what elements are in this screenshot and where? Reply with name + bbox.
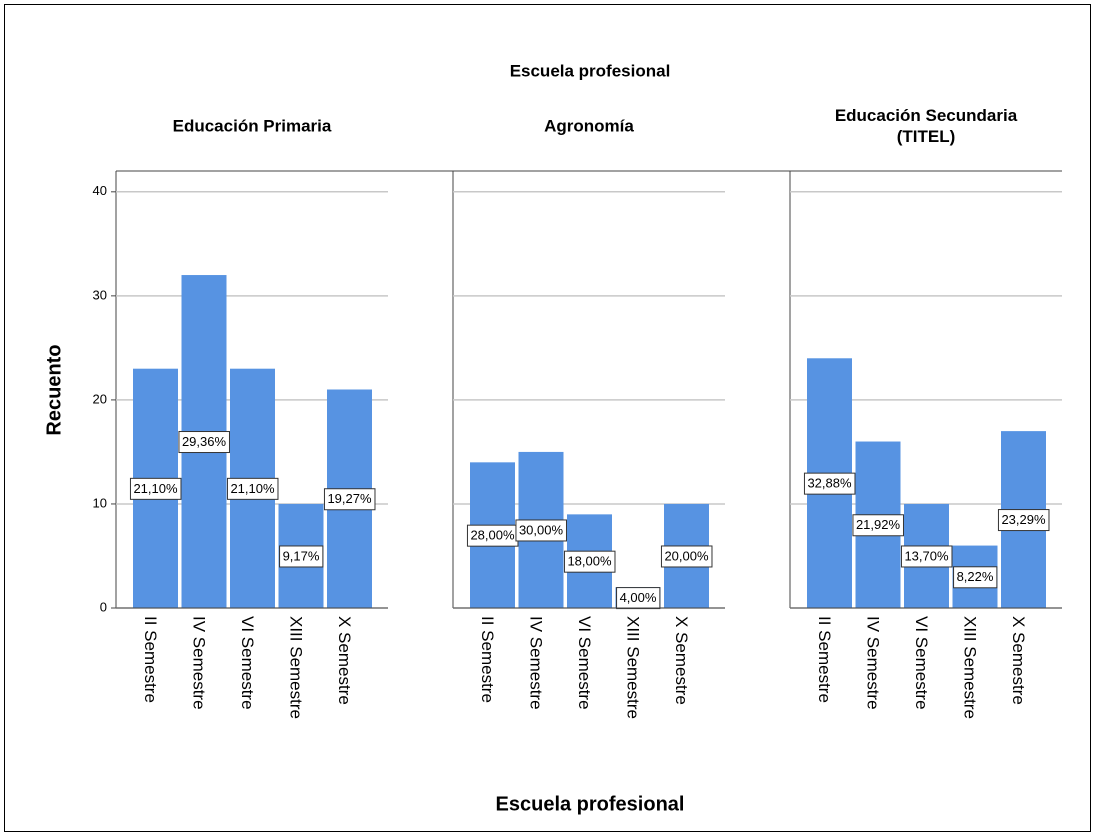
x-tick-label: X Semestre [672,616,691,705]
y-tick-label: 0 [100,599,107,614]
x-tick-label: IV Semestre [864,616,883,710]
y-tick-label: 10 [93,495,107,510]
value-label: 23,29% [997,509,1050,532]
value-label-text: 8,22% [957,569,994,584]
y-tick-label: 30 [93,287,107,302]
panel-title: Educación Secundaria (TITEL) [835,106,1018,146]
value-label-box [323,488,376,511]
x-tick-label: VI Semestre [575,616,594,710]
panel-title: Educación Primaria [173,116,332,135]
value-label-box [515,519,567,542]
y-tick-label: 40 [93,183,107,198]
x-tick-label: XIII Semestre [287,616,306,719]
x-tick-label: II Semestre [478,616,497,703]
value-label-box [616,587,661,610]
value-label-box [852,514,904,537]
value-label: 30,00% [515,519,567,542]
x-tick-label: IV Semestre [527,616,546,710]
value-label-text: 9,17% [283,548,320,563]
value-label-box [563,550,616,573]
value-label: 18,00% [563,550,616,573]
value-label: 21,10% [226,477,279,500]
value-label: 8,22% [953,566,998,589]
x-axis-label: Escuela profesional [496,793,685,815]
value-label-box [900,545,953,568]
value-label: 4,00% [616,587,661,610]
value-label: 19,27% [323,488,376,511]
x-tick-label: VI Semestre [238,616,257,710]
y-axis-label: Recuento [43,344,65,435]
x-tick-label: IV Semestre [190,616,209,710]
value-label: 29,36% [178,431,230,454]
x-tick-label: XIII Semestre [961,616,980,719]
value-label: 21,92% [852,514,904,537]
value-label-text: 13,70% [904,548,949,563]
value-label-text: 32,88% [807,476,852,491]
value-label: 32,88% [803,472,856,495]
x-tick-label: X Semestre [335,616,354,705]
value-label: 13,70% [900,545,953,568]
value-label-box [660,545,713,568]
value-label: 21,10% [129,477,182,500]
value-label-text: 20,00% [664,548,709,563]
value-label-box [803,472,856,495]
value-label-text: 28,00% [470,528,515,543]
value-label-text: 19,27% [327,491,372,506]
panel-title: Agronomía [544,116,634,135]
value-label-text: 21,10% [133,481,178,496]
value-label-text: 30,00% [519,522,564,537]
chart-title: Escuela profesional [510,61,671,80]
x-tick-label: X Semestre [1009,616,1028,705]
value-label: 9,17% [279,545,324,568]
value-label-box [129,477,182,500]
value-label-text: 29,36% [182,434,227,449]
x-tick-label: VI Semestre [912,616,931,710]
y-tick-label: 20 [93,391,107,406]
value-label: 20,00% [660,545,713,568]
x-tick-label: II Semestre [141,616,160,703]
value-label-box [279,545,324,568]
value-label-text: 18,00% [567,554,612,569]
value-label: 28,00% [466,524,519,547]
value-label-box [226,477,279,500]
value-label-text: 4,00% [620,590,657,605]
value-label-box [178,431,230,454]
value-label-text: 21,92% [856,517,901,532]
value-label-box [997,509,1050,532]
value-label-text: 21,10% [230,481,275,496]
value-label-box [953,566,998,589]
x-tick-label: XIII Semestre [624,616,643,719]
value-label-text: 23,29% [1001,512,1046,527]
x-tick-label: II Semestre [815,616,834,703]
